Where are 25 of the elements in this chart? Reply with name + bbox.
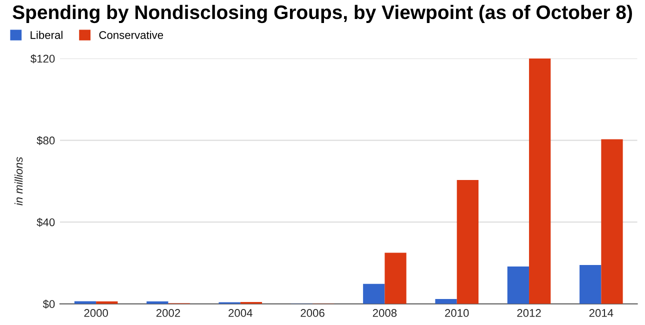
y-tick-label: $80 [36,136,55,146]
bar [601,139,623,304]
bar [507,266,530,304]
y-tick-label: $0 [42,300,55,309]
chart-title: Spending by Nondisclosing Groups, by Viewpoint (as of October 8) [12,4,632,24]
x-tick-label: 2002 [156,309,180,317]
x-tick-label: 2008 [372,309,397,317]
bar [580,265,602,304]
x-tick-label: 2010 [445,309,469,317]
bar [363,284,385,304]
bar [74,301,96,304]
x-tick-label: 2012 [517,309,541,317]
x-tick-label: 2006 [300,309,324,317]
bar [456,180,479,304]
bar [529,58,551,304]
y-tick-label: $120 [30,54,55,64]
legend-label: Conservative [99,30,164,39]
x-tick-label: 2000 [84,309,108,317]
x-tick-label: 2004 [228,309,252,317]
x-tick-label: 2014 [589,309,614,317]
y-tick-label: $40 [36,218,55,227]
y-axis-title: in millions [14,157,23,206]
bar [384,252,406,304]
legend-label: Liberal [30,30,62,39]
bar [435,298,457,304]
